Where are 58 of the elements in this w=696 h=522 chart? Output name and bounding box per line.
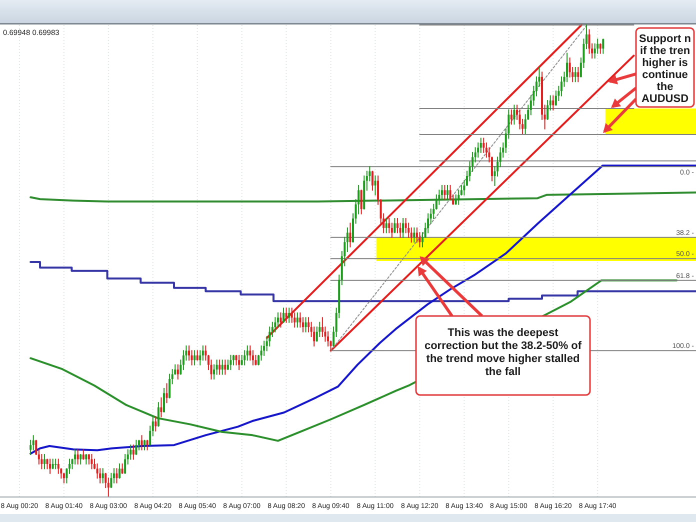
candlestick [132,444,134,460]
candlestick [444,184,446,200]
candlestick [574,66,576,82]
candlestick [146,440,148,450]
candlestick [602,38,604,54]
candlestick [599,43,602,54]
candlestick [116,468,118,484]
candlestick [144,440,146,450]
candlestick [118,463,121,479]
candlestick [160,397,162,418]
candlestick [154,416,157,432]
candlestick [54,458,57,470]
candlestick [285,308,288,323]
annotation: Support n if the tren higher is continue the AUDUSD [639,33,692,105]
candlestick [413,227,416,243]
candlestick [394,218,396,234]
candlestick [166,383,168,404]
candlestick [282,308,285,323]
candlestick [374,176,376,196]
candlestick [194,350,196,366]
candlestick [140,435,143,450]
candlestick [102,468,104,484]
candlestick [510,109,512,125]
candlestick [52,458,54,470]
candlestick [162,388,165,413]
candlestick [513,104,516,125]
annotation: This was the deepest correction but the 38.2-50% of the trend move higher stalled the fall [424,327,582,378]
candlestick [304,317,307,332]
candlestick [385,218,388,234]
candlestick [218,360,221,375]
candlestick [238,354,240,370]
candlestick [82,449,84,460]
candlestick [296,312,298,328]
candlestick [90,454,93,470]
candlestick [349,222,352,248]
candlestick [402,218,404,238]
candlestick [577,66,580,82]
candlestick [288,308,290,323]
candlestick [121,463,124,474]
candlestick [221,360,224,375]
candlestick [49,458,52,474]
candlestick [85,454,88,464]
candlestick [446,184,449,200]
candlestick [43,454,46,470]
candlestick [76,449,79,464]
candlestick [80,454,82,464]
candlestick [157,402,160,427]
candlestick [176,364,179,380]
candlestick [360,190,362,214]
candlestick [321,317,324,338]
candlestick [318,322,321,338]
candlestick [280,312,282,328]
candlestick [135,440,138,456]
candlestick [371,170,374,191]
candlestick [230,354,232,370]
candlestick [224,360,226,375]
candlestick [196,350,198,361]
candlestick [552,95,554,110]
